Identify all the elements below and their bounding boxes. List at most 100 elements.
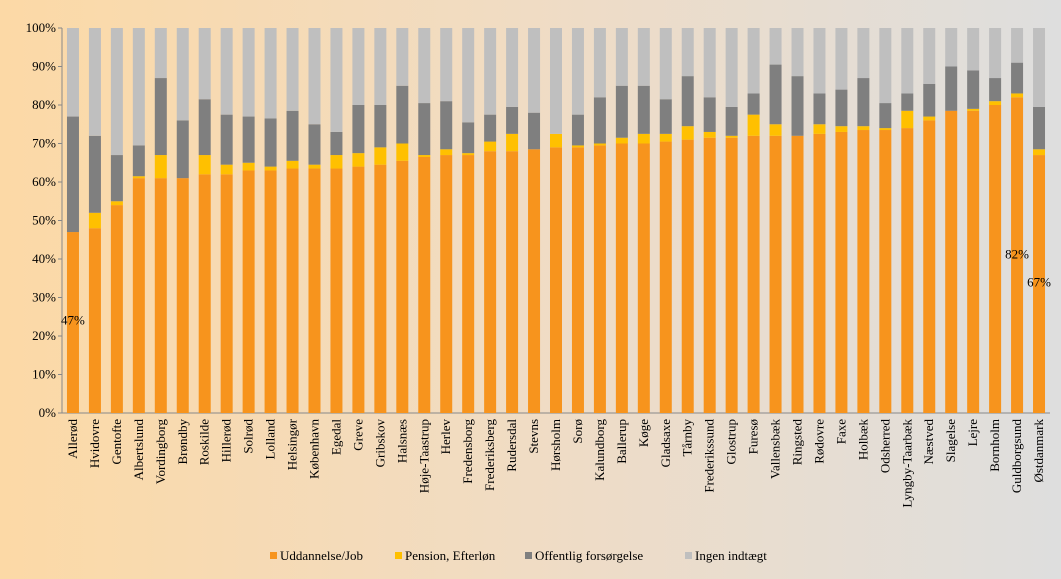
x-tick-label: Furesø [746,419,761,455]
bar-segment [681,28,694,77]
bar-segment [396,160,409,413]
x-tick-label: Faxe [833,419,848,445]
bar-segment [88,28,101,136]
bar-segment [484,151,497,413]
bar-segment [66,116,79,233]
x-tick-label: Lyngby-Taarbæk [899,419,914,508]
legend-label: Offentlig forsørgelse [535,548,643,563]
bar-segment [110,201,123,206]
bar-segment [1033,28,1046,107]
bar-segment [440,28,453,102]
bar-segment [154,28,167,79]
x-tick-label: Bornholm [987,419,1002,472]
bar-segment [352,105,365,154]
bar-segment [330,168,343,413]
bar-segment [857,28,870,79]
bar-segment [440,155,453,414]
bar-segment [484,28,497,115]
bar-segment [440,101,453,150]
y-tick-label: 70% [32,136,56,151]
bar-segment [901,93,914,111]
bar-segment [374,28,387,105]
bar-segment [791,28,804,77]
bar-segment [857,130,870,413]
bar-segment [418,156,431,413]
bar-segment [835,126,848,132]
y-tick-label: 10% [32,367,56,382]
x-tick-label: Lejre [965,419,980,447]
bar-segment [901,110,914,129]
bar-segment [637,143,650,413]
bar-segment [725,135,738,138]
bar-segment [198,99,211,156]
bar-segment [923,116,936,121]
x-tick-label: Albertslund [131,419,146,481]
x-tick-label: København [306,419,321,479]
data-label: 82% [1005,246,1029,261]
bar-segment [659,28,672,100]
y-tick-label: 20% [32,328,56,343]
bar-segment [176,120,189,179]
x-tick-label: Lolland [263,419,278,460]
bar-segment [374,147,387,165]
bar-segment [791,135,804,414]
x-tick-label: Egedal [328,419,343,455]
bar-segment [857,126,870,131]
bar-segment [330,28,343,132]
bar-segment [747,114,760,136]
legend-label: Uddannelse/Job [280,548,363,563]
bar-segment [462,122,475,154]
bar-segment [945,66,958,111]
x-tick-label: Odsherred [877,419,892,474]
bar-segment [989,28,1002,79]
bar-segment [88,135,101,213]
bar-segment [725,137,738,413]
bar-segment [593,145,606,414]
x-tick-label: Guldborgsund [1009,419,1024,494]
bar-segment [132,176,145,179]
bar-segment [242,28,255,117]
bar-segment [66,232,79,413]
bar-segment [615,143,628,413]
bar-segment [88,212,101,229]
bar-segment [1011,62,1024,94]
bar-segment [989,105,1002,413]
x-tick-label: Roskilde [197,419,212,465]
x-tick-label: Stevns [526,419,541,454]
bar-segment [110,205,123,413]
bar-segment [967,28,980,71]
bar-segment [286,160,299,169]
bar-segment [462,153,475,156]
bar-segment [242,170,255,413]
x-tick-label: Hørsholm [548,419,563,471]
bar-segment [308,168,321,413]
bar-segment [418,155,431,157]
x-tick-label: Høje-Taastrup [416,419,431,493]
bar-segment [879,130,892,413]
bar-segment [220,174,233,413]
x-tick-label: Slagelse [943,419,958,463]
bar-segment [967,110,980,414]
bar-segment [637,133,650,144]
bar-segment [637,85,650,134]
bar-segment [989,78,1002,102]
bar-segment [506,151,519,413]
bar-segment [747,28,760,94]
bar-segment [703,97,716,132]
bar-segment [418,28,431,104]
bar-segment [220,28,233,115]
y-tick-label: 40% [32,251,56,266]
bar-segment [1033,155,1046,414]
bar-segment [813,93,826,125]
bar-segment [813,28,826,94]
bar-segment [659,141,672,413]
x-tick-label: Ballerup [614,419,629,464]
bar-segment [110,155,123,202]
bar-segment [967,108,980,111]
bar-segment [615,28,628,86]
bar-segment [286,168,299,413]
bar-segment [242,162,255,171]
bar-segment [132,28,145,146]
bar-segment [835,28,848,90]
